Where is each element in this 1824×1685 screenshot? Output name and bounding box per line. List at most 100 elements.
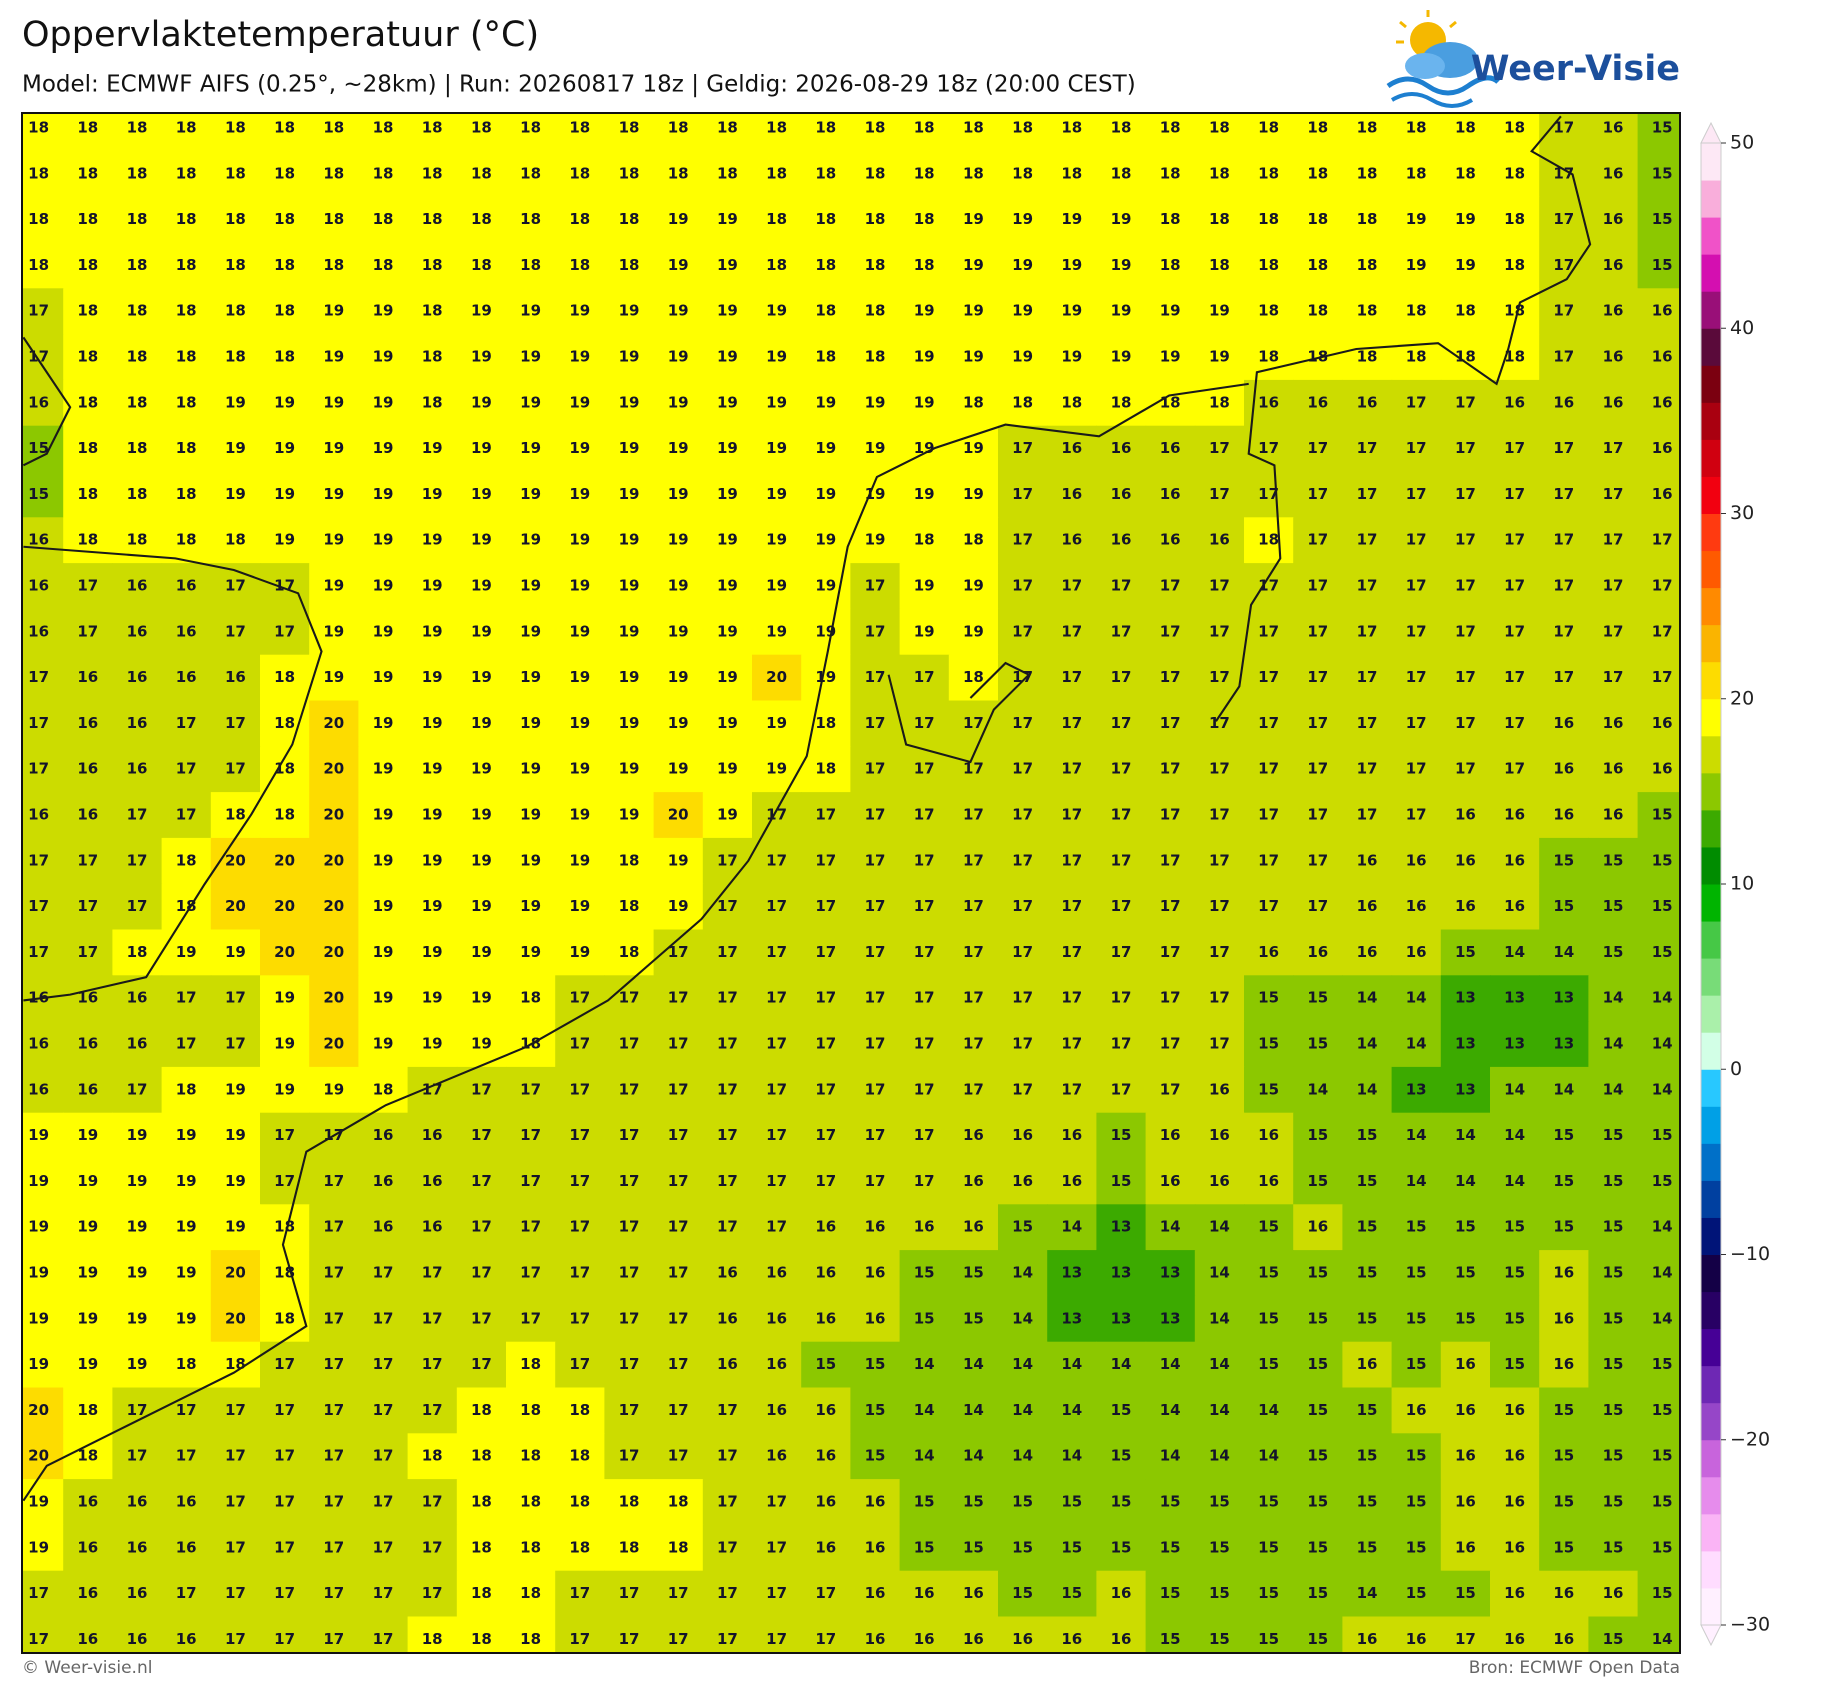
temperature-label: 16 [1061,1126,1082,1144]
temperature-cell [1342,113,1393,152]
temperature-label: 15 [1603,1630,1624,1648]
temperature-label: 17 [471,1355,492,1373]
temperature-label: 16 [422,1126,443,1144]
temperature-cell [161,700,212,747]
temperature-label: 18 [323,256,344,274]
temperature-cell [1490,242,1540,289]
temperature-label: 13 [1111,1218,1132,1236]
temperature-cell [358,471,409,518]
temperature-label: 16 [865,1630,886,1648]
temperature-label: 18 [422,256,443,274]
temperature-label: 18 [28,210,49,228]
temperature-cell [850,792,901,839]
temperature-cell [752,334,802,381]
temperature-label: 15 [1652,1538,1673,1556]
temperature-label: 19 [422,760,443,778]
temperature-label: 15 [1307,1264,1328,1282]
temperature-label: 17 [1258,439,1279,457]
temperature-cell [1440,1021,1491,1068]
temperature-cell [1342,196,1393,244]
temperature-cell [456,150,507,198]
temperature-label: 15 [1553,897,1574,915]
temperature-label: 17 [914,806,935,824]
temperature-cell [112,883,163,931]
temperature-label: 17 [1111,714,1132,732]
temperature-label: 17 [1406,531,1427,549]
temperature-label: 19 [77,1264,98,1282]
temperature-label: 17 [471,1172,492,1190]
temperature-cell [1244,1021,1294,1068]
temperature-label: 16 [914,1584,935,1602]
temperature-cell [555,563,605,610]
temperature-label: 16 [865,1584,886,1602]
temperature-label: 17 [422,1309,443,1327]
temperature-label: 20 [668,806,689,824]
colorbar-band [1701,958,1721,996]
temperature-label: 17 [1258,897,1279,915]
temperature-cell [1047,700,1097,747]
temperature-cell [456,379,507,427]
temperature-label: 19 [323,393,344,411]
temperature-cell [1342,837,1393,885]
temperature-label: 20 [323,806,344,824]
temperature-cell [702,379,753,427]
temperature-cell [407,150,458,198]
temperature-cell [752,700,802,747]
temperature-label: 19 [717,760,738,778]
temperature-label: 15 [1357,1401,1378,1419]
temperature-label: 16 [127,1493,148,1511]
temperature-cell [604,425,655,473]
temperature-cell [456,792,507,839]
temperature-cell [899,792,950,839]
temperature-label: 18 [569,1447,590,1465]
temperature-cell [1194,975,1245,1022]
temperature-label: 19 [274,393,295,411]
temperature-label: 17 [766,989,787,1007]
temperature-label: 18 [865,119,886,137]
temperature-label: 16 [1652,485,1673,503]
temperature-cell [752,1021,802,1068]
temperature-label: 16 [127,1035,148,1053]
temperature-cell [210,334,261,381]
temperature-cell [653,654,704,702]
temperature-label: 16 [865,1538,886,1556]
temperature-label: 17 [28,1630,49,1648]
temperature-label: 14 [1258,1447,1279,1465]
temperature-label: 16 [963,1172,984,1190]
temperature-label: 13 [1061,1264,1082,1282]
temperature-label: 17 [1209,806,1230,824]
temperature-label: 17 [668,1309,689,1327]
temperature-label: 13 [1553,989,1574,1007]
temperature-cell [210,196,261,244]
temperature-cell [998,700,1048,747]
temperature-cell [407,334,458,381]
temperature-label: 17 [1160,943,1181,961]
temperature-label: 17 [963,714,984,732]
temperature-cell [407,608,458,656]
temperature-label: 14 [1061,1401,1082,1419]
temperature-cell [702,837,753,885]
temperature-label: 14 [1061,1447,1082,1465]
temperature-label: 19 [569,531,590,549]
temperature-label: 19 [28,1538,49,1556]
temperature-label: 19 [373,531,394,549]
temperature-cell [801,471,851,518]
temperature-cell [506,608,556,656]
temperature-label: 18 [422,210,443,228]
temperature-label: 17 [865,1172,886,1190]
temperature-cell [112,334,163,381]
temperature-label: 16 [1652,439,1673,457]
temperature-label: 16 [766,1309,787,1327]
temperature-label: 15 [815,1355,836,1373]
temperature-cell [1539,975,1589,1022]
temperature-label: 17 [1652,622,1673,640]
temperature-label: 16 [1406,851,1427,869]
temperature-cell [998,975,1048,1022]
temperature-cell [1342,425,1393,473]
temperature-label: 16 [1307,1218,1328,1236]
temperature-cell [210,379,261,427]
temperature-label: 16 [1652,302,1673,320]
temperature-label: 16 [1160,1172,1181,1190]
temperature-label: 19 [619,393,640,411]
